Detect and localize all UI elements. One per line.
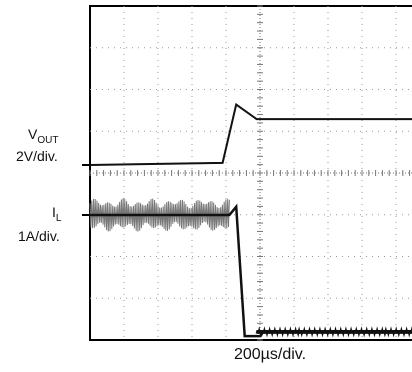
il-label: IL [52,204,62,224]
vout-scale-label: 2V/div. [16,148,58,164]
il-scale-label: 1A/div. [18,228,60,244]
vout-trace [89,102,412,166]
vout-label: VOUT [28,126,59,146]
il-noise-trace [255,326,412,338]
time-scale-label: 200µs/div. [233,346,307,363]
